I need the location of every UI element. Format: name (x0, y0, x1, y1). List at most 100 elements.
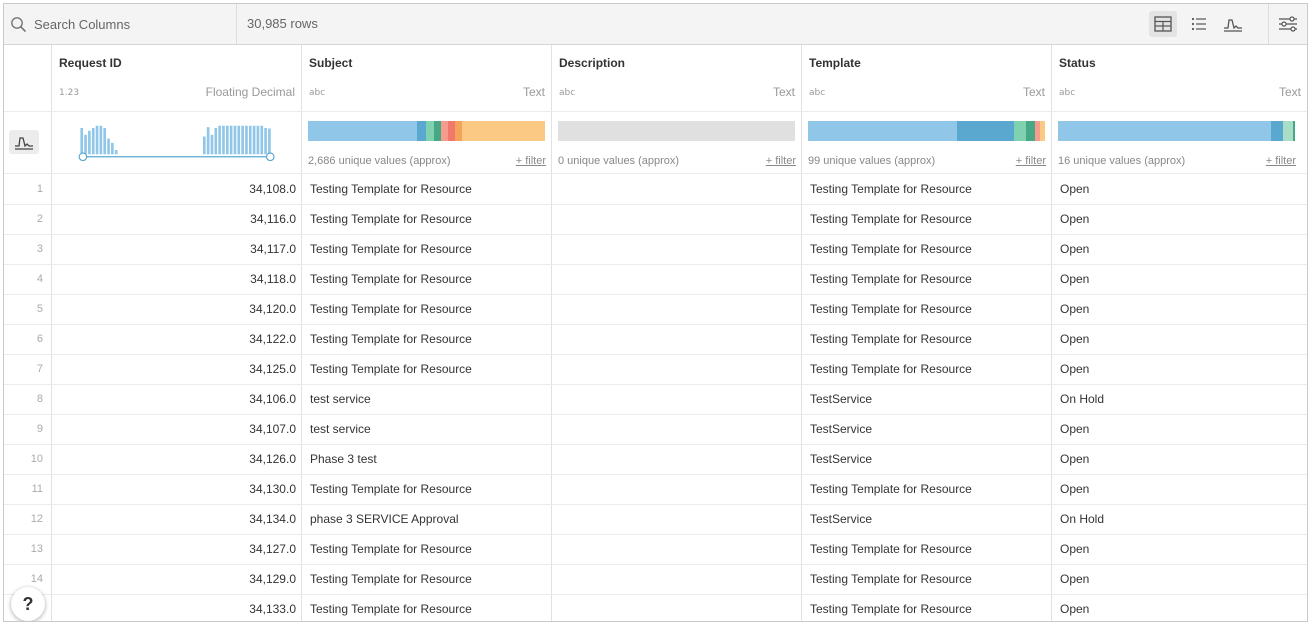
add-filter-link[interactable]: + filter (1015, 155, 1046, 167)
cell-template[interactable]: Testing Template for Resource (810, 482, 972, 496)
distribution-segment[interactable] (957, 121, 1015, 141)
cell-status[interactable]: Open (1060, 362, 1090, 376)
cell-template[interactable]: Testing Template for Resource (810, 542, 972, 556)
cell-subject[interactable]: Phase 3 test (310, 452, 377, 466)
distribution-segment[interactable] (1026, 121, 1036, 141)
cell-template[interactable]: Testing Template for Resource (810, 602, 972, 616)
cell-description[interactable] (552, 534, 802, 564)
cell-request-id[interactable]: 34,134.0 (249, 512, 296, 526)
column-header-name[interactable]: Template (809, 56, 861, 70)
cell-template[interactable]: TestService (810, 452, 873, 466)
cell-subject[interactable]: Testing Template for Resource (310, 182, 472, 196)
cell-request-id[interactable]: 34,125.0 (249, 362, 296, 376)
cell-status[interactable]: Open (1060, 452, 1090, 466)
range-handle-max[interactable] (265, 152, 275, 161)
cell-request-id[interactable]: 34,120.0 (249, 302, 296, 316)
cell-request-id[interactable]: 34,118.0 (250, 272, 296, 286)
cell-request-id[interactable]: 34,108.0 (249, 182, 296, 196)
histogram-view-button[interactable] (1219, 11, 1247, 37)
distribution-segment[interactable] (1014, 121, 1027, 141)
cell-description[interactable] (552, 594, 802, 621)
cell-subject[interactable]: Testing Template for Resource (310, 542, 472, 556)
cell-status[interactable]: On Hold (1060, 392, 1105, 406)
request-id-histogram[interactable] (52, 119, 302, 161)
column-header-name[interactable]: Request ID (59, 56, 122, 70)
cell-status[interactable]: Open (1060, 302, 1090, 316)
value-distribution-bar[interactable] (1058, 121, 1295, 141)
value-distribution-bar[interactable] (808, 121, 1045, 141)
cell-status[interactable]: Open (1060, 212, 1090, 226)
cell-request-id[interactable]: 34,117.0 (250, 242, 296, 256)
cell-subject[interactable]: test service (310, 422, 371, 436)
cell-request-id[interactable]: 34,126.0 (249, 452, 296, 466)
search-columns-input[interactable] (34, 13, 224, 35)
cell-subject[interactable]: Testing Template for Resource (310, 602, 472, 616)
cell-status[interactable]: Open (1060, 242, 1090, 256)
column-header-name[interactable]: Status (1059, 56, 1096, 70)
cell-template[interactable]: Testing Template for Resource (810, 272, 972, 286)
cell-description[interactable] (552, 354, 802, 384)
cell-description[interactable] (552, 414, 802, 444)
cell-description[interactable] (552, 264, 802, 294)
cell-template[interactable]: Testing Template for Resource (810, 242, 972, 256)
cell-template[interactable]: Testing Template for Resource (810, 182, 972, 196)
cell-template[interactable]: Testing Template for Resource (810, 212, 972, 226)
distribution-segment[interactable] (1271, 121, 1284, 141)
cell-template[interactable]: TestService (810, 422, 873, 436)
cell-subject[interactable]: Testing Template for Resource (310, 332, 472, 346)
cell-status[interactable]: Open (1060, 482, 1090, 496)
cell-status[interactable]: Open (1060, 572, 1090, 586)
distribution-segment[interactable] (1040, 121, 1045, 141)
cell-status[interactable]: On Hold (1060, 512, 1105, 526)
cell-subject[interactable]: Testing Template for Resource (310, 482, 472, 496)
cell-status[interactable]: Open (1060, 602, 1090, 616)
distribution-segment[interactable] (308, 121, 418, 141)
cell-request-id[interactable]: 34,127.0 (249, 542, 296, 556)
cell-subject[interactable]: test service (310, 392, 371, 406)
distribution-segment[interactable] (433, 121, 441, 141)
cell-request-id[interactable]: 34,106.0 (249, 392, 296, 406)
cell-status[interactable]: Open (1060, 332, 1090, 346)
cell-description[interactable] (552, 564, 802, 594)
table-view-button[interactable] (1149, 11, 1177, 37)
column-header-name[interactable]: Description (559, 56, 626, 70)
cell-request-id[interactable]: 34,107.0 (249, 422, 296, 436)
cell-request-id[interactable]: 34,133.0 (249, 602, 296, 616)
cell-status[interactable]: Open (1060, 422, 1090, 436)
distribution-segment[interactable] (1058, 121, 1272, 141)
cell-template[interactable]: TestService (810, 392, 873, 406)
cell-description[interactable] (552, 324, 802, 354)
cell-template[interactable]: TestService (810, 512, 873, 526)
distribution-segment[interactable] (454, 121, 463, 141)
cell-description[interactable] (552, 204, 802, 234)
distribution-segment[interactable] (447, 121, 455, 141)
list-view-button[interactable] (1185, 11, 1213, 37)
value-distribution-bar[interactable] (308, 121, 545, 141)
cell-description[interactable] (552, 174, 802, 204)
cell-request-id[interactable]: 34,129.0 (249, 572, 296, 586)
cell-request-id[interactable]: 34,130.0 (249, 482, 296, 496)
cell-status[interactable]: Open (1060, 272, 1090, 286)
cell-subject[interactable]: Testing Template for Resource (310, 272, 472, 286)
distribution-segment[interactable] (1283, 121, 1293, 141)
range-handle-min[interactable] (78, 152, 88, 161)
cell-description[interactable] (552, 504, 802, 534)
add-filter-link[interactable]: + filter (1265, 155, 1296, 167)
cell-subject[interactable]: Testing Template for Resource (310, 302, 472, 316)
add-filter-link[interactable]: + filter (765, 155, 796, 167)
cell-subject[interactable]: Testing Template for Resource (310, 572, 472, 586)
cell-description[interactable] (552, 384, 802, 414)
cell-description[interactable] (552, 474, 802, 504)
cell-template[interactable]: Testing Template for Resource (810, 332, 972, 346)
cell-subject[interactable]: Testing Template for Resource (310, 362, 472, 376)
settings-button[interactable] (1274, 11, 1302, 37)
cell-status[interactable]: Open (1060, 182, 1090, 196)
distribution-segment[interactable] (462, 121, 545, 141)
distribution-segment[interactable] (417, 121, 427, 141)
distribution-segment[interactable] (426, 121, 434, 141)
cell-request-id[interactable]: 34,122.0 (249, 332, 296, 346)
cell-request-id[interactable]: 34,116.0 (250, 212, 296, 226)
toggle-histograms-button[interactable] (9, 130, 39, 154)
cell-template[interactable]: Testing Template for Resource (810, 362, 972, 376)
distribution-segment[interactable] (808, 121, 958, 141)
